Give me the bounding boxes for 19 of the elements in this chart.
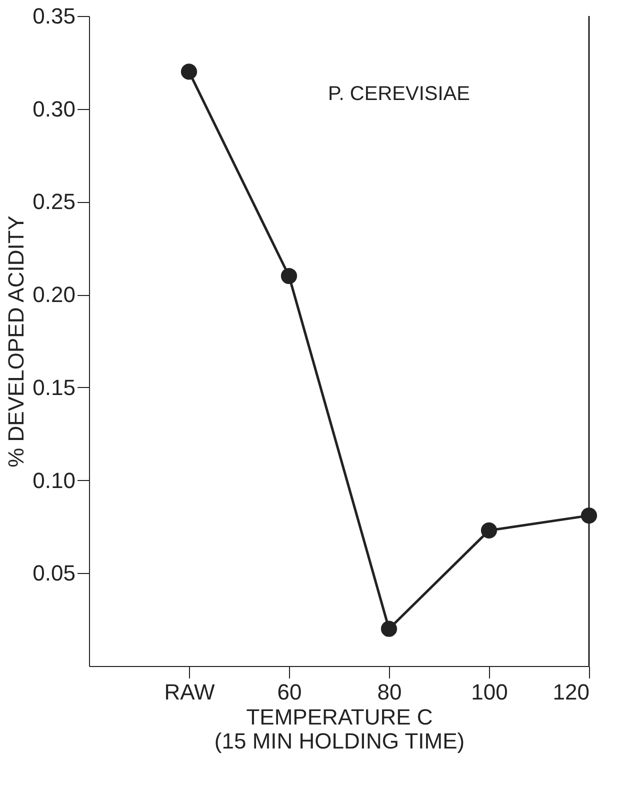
x-tick-label: 60 — [277, 680, 302, 704]
x-tick-label: 100 — [471, 680, 508, 704]
y-axis-title: % DEVELOPED ACIDITY — [4, 215, 29, 468]
point — [280, 268, 298, 284]
x-axis-title: TEMPERATURE C (15 MIN HOLDING TIME) — [214, 704, 465, 754]
y-tick-label: 0.10 — [32, 468, 76, 493]
y-tick-label: 0.20 — [32, 282, 76, 308]
annotation: P. CEREVISIAE — [328, 83, 470, 105]
y-tick-label: 0.05 — [32, 560, 76, 586]
point — [380, 620, 398, 637]
y-tick-label: 0.30 — [32, 96, 76, 122]
point — [480, 522, 498, 538]
y-tick-label: 0.15 — [32, 374, 76, 400]
y-tick-label: 0.25 — [32, 189, 76, 214]
x-tick-label: 120 — [552, 680, 590, 704]
y-tick-label: 0.35 — [32, 4, 76, 28]
x-tick-label: RAW — [164, 680, 215, 704]
point — [180, 64, 198, 80]
x-tick-label: 80 — [377, 680, 402, 704]
